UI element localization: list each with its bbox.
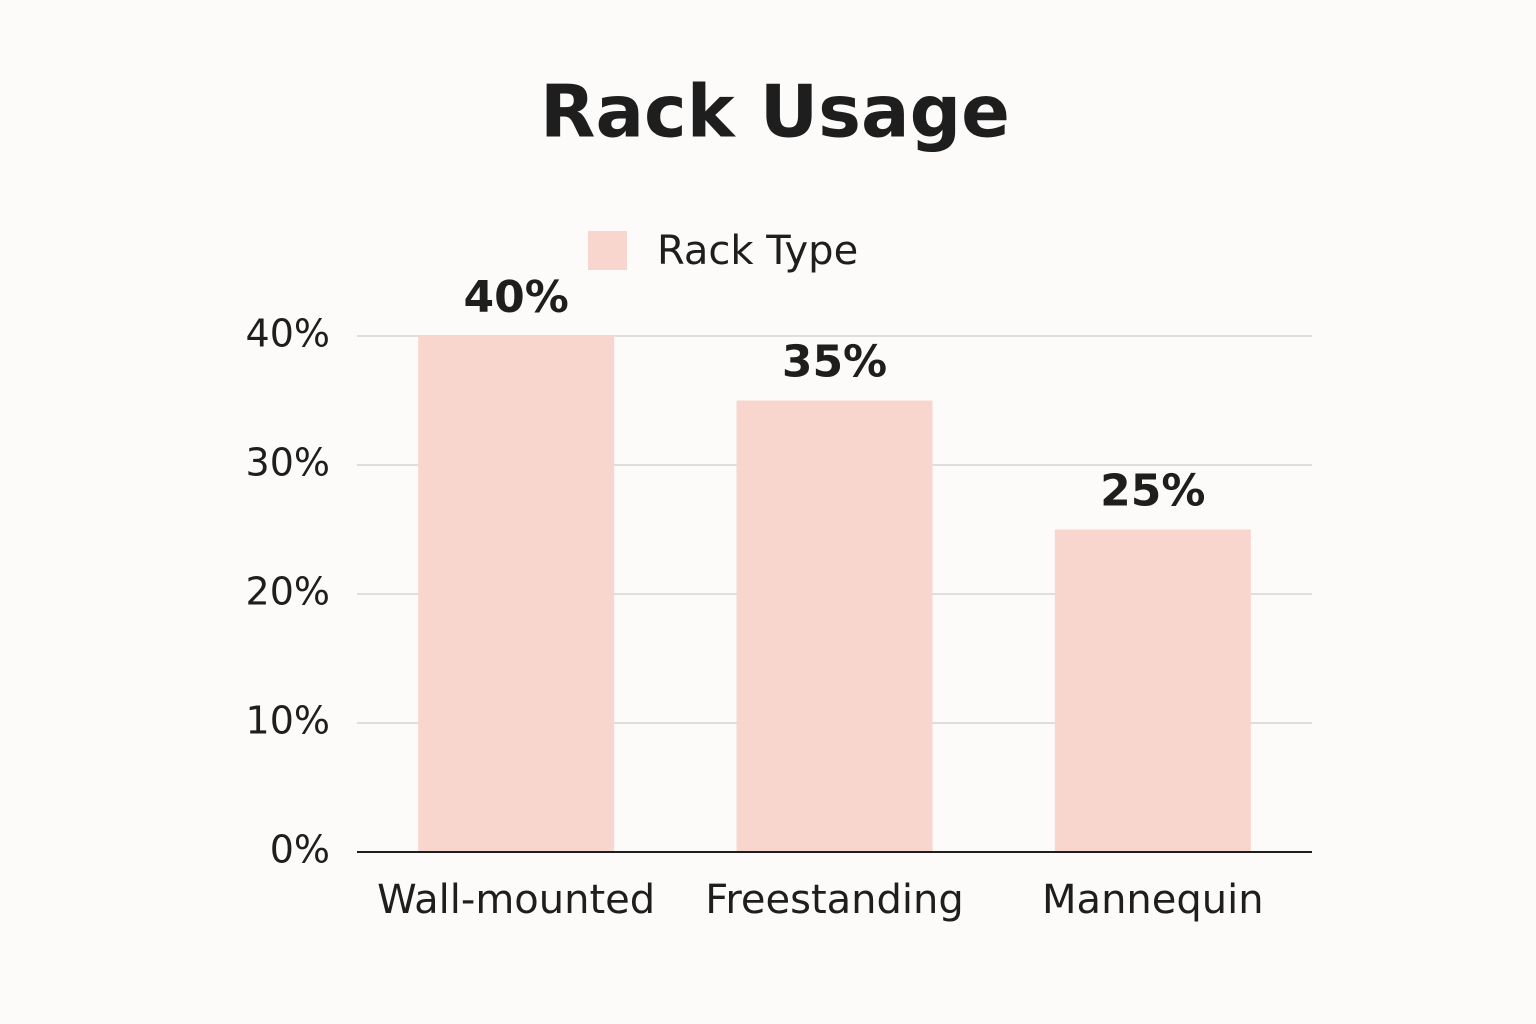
- value-label: 35%: [782, 337, 887, 388]
- chart-title: Rack Usage: [540, 70, 1010, 154]
- x-tick-label: Mannequin: [1042, 877, 1264, 923]
- bar: [736, 400, 933, 852]
- x-tick-label: Wall-mounted: [377, 877, 655, 923]
- y-tick-label: 40%: [246, 312, 330, 356]
- legend-swatch: [588, 231, 627, 270]
- y-tick-label: 10%: [246, 699, 330, 743]
- bar: [418, 336, 615, 852]
- value-label: 25%: [1100, 466, 1205, 517]
- y-tick-label: 20%: [246, 570, 330, 614]
- y-tick-label: 30%: [246, 441, 330, 485]
- legend-label: Rack Type: [657, 228, 858, 274]
- x-tick-label: Freestanding: [705, 877, 964, 923]
- y-tick-label: 0%: [270, 828, 330, 872]
- value-label: 40%: [464, 272, 569, 323]
- bar: [1054, 529, 1251, 852]
